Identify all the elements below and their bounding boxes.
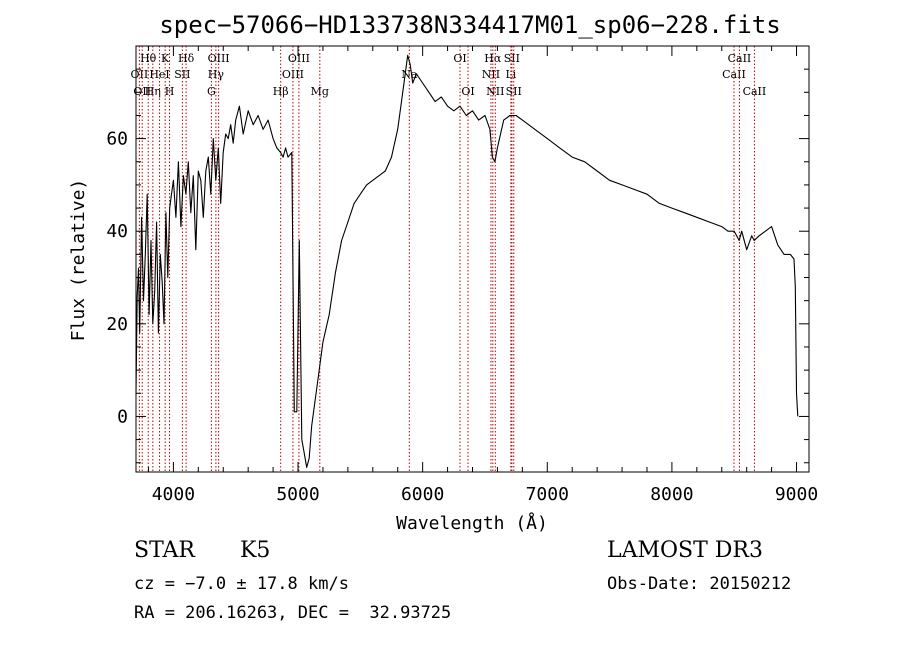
- x-tick-label: 9000: [775, 484, 818, 505]
- plot-frame: [135, 45, 810, 473]
- x-tick-label: 5000: [276, 484, 319, 505]
- marker-label: OII: [131, 68, 149, 81]
- x-tick-label: 6000: [401, 484, 444, 505]
- marker-label: Hβ: [273, 85, 289, 98]
- y-tick-label: 40: [106, 221, 128, 242]
- marker-label: CaII: [743, 85, 767, 98]
- marker-label: Na: [401, 68, 418, 81]
- chart-title: spec−57066−HD133738N334417M01_sp06−228.f…: [159, 11, 780, 39]
- marker-label: Hη: [145, 85, 161, 98]
- marker-label: K: [161, 52, 170, 65]
- x-tick-label: 4000: [152, 484, 195, 505]
- x-axis-label: Wavelength (Å): [396, 512, 548, 534]
- marker-label: OIII: [288, 52, 310, 65]
- marker-label: Mg: [311, 85, 329, 98]
- spectrum-line: [135, 54, 799, 468]
- marker-label: G: [207, 85, 216, 98]
- marker-label: Hθ: [140, 52, 157, 65]
- emission-line-markers: OII OII Hθ Hη HeI K H SII Hδ G Hγ OIII Hβ OIII OIII Mg N…: [131, 46, 767, 472]
- marker-label: Hγ: [208, 68, 225, 81]
- coordinates: RA = 206.16263, DEC = 32.93725: [134, 603, 452, 623]
- y-tick-label: 20: [106, 314, 128, 335]
- x-tick-label: 7000: [526, 484, 569, 505]
- object-class: STAR: [134, 538, 195, 563]
- y-tick-label: 60: [106, 129, 128, 150]
- marker-label: Li: [505, 68, 516, 81]
- marker-label: SII: [504, 52, 520, 65]
- marker-label: HeI: [149, 68, 169, 81]
- y-axis-label: Flux (relative): [68, 179, 89, 342]
- marker-label: NII: [486, 85, 504, 98]
- marker-label: OIII: [282, 68, 304, 81]
- marker-label: OII: [133, 85, 151, 98]
- marker-label: SII: [506, 85, 522, 98]
- marker-label: CaII: [722, 68, 746, 81]
- marker-label: Hδ: [178, 52, 195, 65]
- redshift-cz: cz = −7.0 ± 17.8 km/s: [134, 574, 349, 594]
- marker-label: SII: [174, 68, 190, 81]
- marker-label: OI: [461, 85, 474, 98]
- x-tick-label: 8000: [650, 484, 693, 505]
- marker-label: OI: [453, 52, 466, 65]
- marker-label: CaII: [728, 52, 752, 65]
- y-tick-label: 0: [117, 406, 128, 427]
- y-axis: 0 20 40 60: [106, 45, 809, 464]
- marker-label: H: [165, 85, 175, 98]
- marker-label: Hα: [484, 52, 502, 65]
- marker-label: OIII: [208, 52, 230, 65]
- marker-label: NII: [482, 68, 500, 81]
- object-subclass: K5: [240, 538, 271, 563]
- observation-date: Obs-Date: 20150212: [607, 574, 792, 594]
- x-axis: 4000 5000 6000 7000 8000 9000: [147, 46, 818, 505]
- survey-name: LAMOST DR3: [607, 538, 763, 563]
